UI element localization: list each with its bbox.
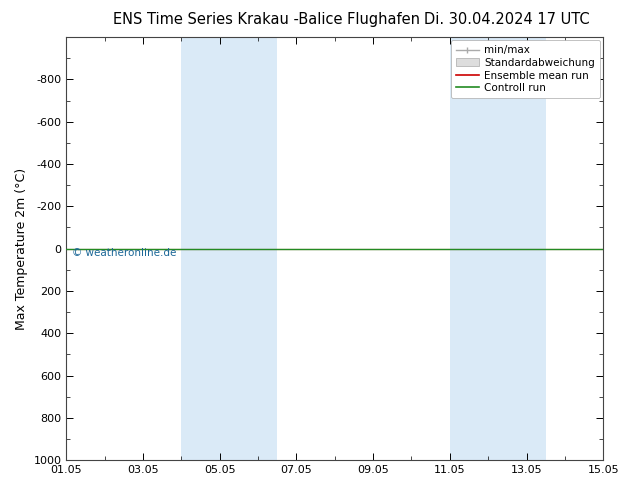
Bar: [181, 37, 277, 460]
Y-axis label: Max Temperature 2m (°C): Max Temperature 2m (°C): [15, 168, 28, 330]
Text: Di. 30.04.2024 17 UTC: Di. 30.04.2024 17 UTC: [424, 12, 590, 27]
Text: © weatheronline.de: © weatheronline.de: [72, 248, 176, 258]
Bar: [450, 37, 546, 460]
Text: ENS Time Series Krakau -Balice Flughafen: ENS Time Series Krakau -Balice Flughafen: [113, 12, 420, 27]
Legend: min/max, Standardabweichung, Ensemble mean run, Controll run: min/max, Standardabweichung, Ensemble me…: [451, 40, 600, 98]
